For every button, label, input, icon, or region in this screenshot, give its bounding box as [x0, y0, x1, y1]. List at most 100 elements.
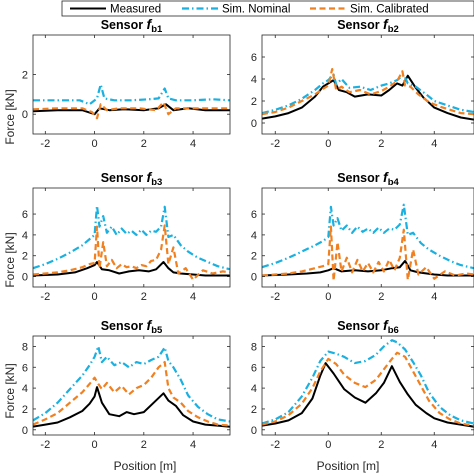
series-line-measured	[262, 362, 474, 428]
legend-box	[61, 0, 474, 17]
y-tick-label: 4	[22, 230, 28, 242]
title-symbol: f	[383, 16, 389, 32]
ylabel-row1: Force [kN]	[3, 89, 17, 144]
x-tick-label: 2	[378, 138, 384, 150]
legend: Measured Sim. Nominal Sim. Calibrated	[61, 0, 474, 17]
axes-frame-5	[32, 335, 231, 436]
title-subscript: b1	[151, 24, 163, 35]
title-subscript: b4	[388, 177, 400, 188]
title-subscript: b2	[388, 24, 399, 35]
title-symbol: f	[383, 169, 389, 185]
subplot-5: -2 0 2 4 0 2 4 6 8 Sensor fb5	[22, 317, 231, 451]
title-prefix: Sensor	[101, 171, 147, 185]
y-tick-label: 0	[22, 109, 28, 121]
x-tick-label: 2	[141, 439, 147, 451]
series-group-2	[262, 67, 474, 121]
title-subscript: b3	[151, 177, 162, 188]
x-tick-label: 4	[190, 291, 196, 303]
subplot-title-2: Sensor fb2	[337, 16, 399, 35]
title-prefix: Sensor	[337, 18, 383, 32]
y-tick-label: 0	[251, 272, 257, 284]
title-prefix: Sensor	[337, 319, 383, 333]
series-group-6	[262, 339, 474, 428]
series-line-sim-nominal	[33, 204, 230, 271]
title-symbol: f	[147, 317, 153, 333]
ylabel-row2: Force [kN]	[3, 232, 17, 287]
subplot-title-4: Sensor fb4	[337, 169, 399, 188]
y-tick-label: 4	[251, 230, 257, 242]
series-line-measured	[262, 259, 474, 277]
x-tick-label: -2	[270, 439, 280, 451]
title-prefix: Sensor	[101, 319, 147, 333]
legend-label-measured: Measured	[110, 4, 161, 16]
plot-area-1	[33, 35, 230, 134]
y-tick-label: 6	[251, 209, 257, 221]
y-tick-label: 4	[251, 74, 257, 86]
series-line-sim-calibrated	[33, 361, 230, 427]
x-tick-label: -2	[270, 291, 280, 303]
subplot-title-6: Sensor fb6	[337, 317, 399, 336]
xlabel-left: Position [m]	[114, 459, 177, 473]
title-symbol: f	[147, 169, 153, 185]
legend-label-sim-nominal: Sim. Nominal	[222, 4, 290, 16]
subplot-2: -2 0 2 4 0 2 4 6 Sensor fb2	[251, 16, 474, 150]
title-subscript: b5	[151, 325, 163, 336]
axes-frame-2	[261, 34, 474, 135]
series-line-measured	[33, 386, 230, 428]
axes-frame-4	[261, 187, 474, 288]
x-tick-label: 4	[190, 138, 196, 150]
x-tick-label: 0	[325, 138, 331, 150]
x-tick-label: 2	[141, 291, 147, 303]
plot-area-6	[262, 336, 474, 435]
axes-frame-3	[32, 187, 231, 288]
x-tick-label: -2	[40, 291, 50, 303]
x-tick-label: 0	[92, 138, 98, 150]
x-tick-label: 0	[325, 439, 331, 451]
y-tick-label: 6	[22, 209, 28, 221]
subplot-1: -2 0 2 4 0 2 Sensor fb1	[22, 16, 231, 150]
axes-frame-6	[261, 335, 474, 436]
series-line-measured	[33, 261, 230, 277]
x-tick-label: 2	[141, 138, 147, 150]
y-tick-label: 6	[251, 362, 257, 374]
series-line-sim-calibrated	[33, 224, 230, 281]
x-tick-label: 4	[431, 439, 437, 451]
y-tick-label: 0	[22, 272, 28, 284]
series-line-sim-nominal	[262, 73, 474, 115]
series-line-sim-calibrated	[262, 351, 474, 427]
subplot-3: -2 0 2 4 0 2 4 6 Sensor fb3	[22, 169, 231, 303]
series-group-1	[33, 83, 230, 120]
y-tick-label: 0	[251, 118, 257, 130]
y-tick-label: 4	[251, 383, 257, 395]
title-symbol: f	[147, 16, 153, 32]
title-prefix: Sensor	[337, 171, 383, 185]
title-subscript: b6	[388, 325, 399, 336]
legend-label-sim-calibrated: Sim. Calibrated	[350, 4, 429, 16]
series-line-sim-calibrated	[33, 101, 230, 120]
y-tick-label: 2	[22, 251, 28, 263]
x-tick-label: 2	[378, 291, 384, 303]
x-tick-label: -2	[40, 138, 50, 150]
series-line-sim-calibrated	[262, 67, 474, 116]
x-tick-label: 0	[92, 291, 98, 303]
series-group-4	[262, 203, 474, 282]
y-tick-label: 0	[251, 425, 257, 437]
y-tick-label: 8	[251, 341, 257, 353]
y-tick-label: 8	[22, 341, 28, 353]
series-line-sim-nominal	[262, 203, 474, 270]
subplot-6: -2 0 2 4 0 2 4 6 8 Sensor fb6	[251, 317, 474, 451]
y-tick-label: 0	[22, 425, 28, 437]
series-line-sim-calibrated	[262, 225, 474, 282]
subplot-4: -2 0 2 4 0 2 4 6 Sensor fb4	[251, 169, 474, 303]
x-tick-label: 0	[325, 291, 331, 303]
title-prefix: Sensor	[101, 18, 147, 32]
series-group-3	[33, 204, 230, 281]
series-group-5	[33, 345, 230, 428]
subplot-title-3: Sensor fb3	[101, 169, 163, 188]
x-tick-label: 0	[92, 439, 98, 451]
x-tick-label: 4	[190, 439, 196, 451]
y-tick-label: 2	[22, 404, 28, 416]
xlabel-right: Position [m]	[317, 459, 380, 473]
